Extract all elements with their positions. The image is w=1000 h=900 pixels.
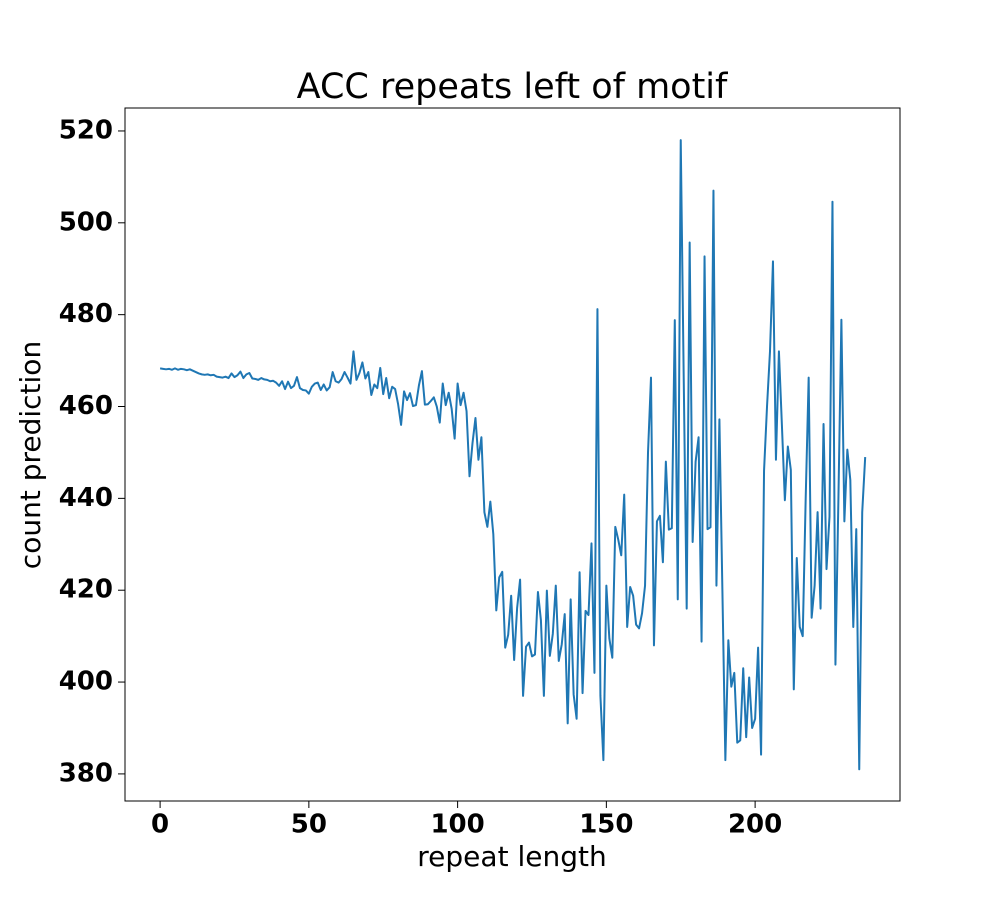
y-tick-label: 420 [59,575,113,605]
x-tick-label: 0 [151,810,169,840]
x-axis-label: repeat length [417,840,606,873]
chart-title: ACC repeats left of motif [297,67,728,107]
x-tick-label: 200 [728,810,782,840]
x-tick-label: 50 [291,810,327,840]
line [159,139,867,771]
y-tick-label: 380 [59,758,113,788]
y-tick-label: 480 [59,299,113,329]
y-axis-label: count prediction [14,341,47,569]
y-tick-label: 440 [59,483,113,513]
y-tick-label: 500 [59,207,113,237]
plot-frame [124,107,901,802]
y-tick-label: 520 [59,115,113,145]
x-tick-label: 100 [430,810,484,840]
y-tick-label: 460 [59,391,113,421]
x-tick-label: 150 [579,810,633,840]
y-tick-label: 400 [59,667,113,697]
